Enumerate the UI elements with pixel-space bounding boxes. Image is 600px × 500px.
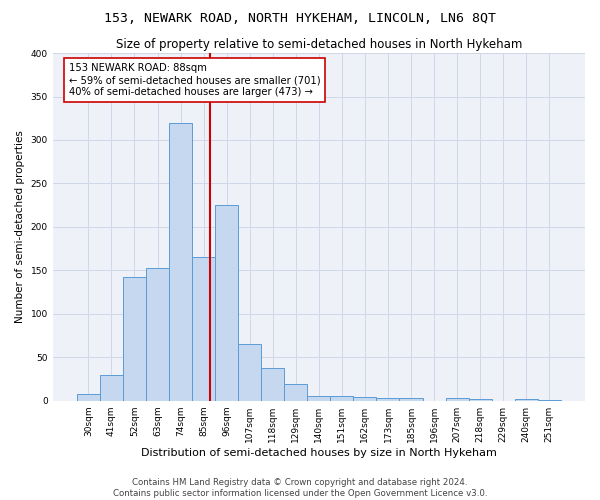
Bar (215, 205, 238, 400)
X-axis label: Distribution of semi-detached houses by size in North Hykeham: Distribution of semi-detached houses by … (141, 448, 497, 458)
Bar (400, 398, 422, 400)
Bar (284, 384, 307, 400)
Y-axis label: Number of semi-detached properties: Number of semi-detached properties (15, 130, 25, 324)
Text: 153 NEWARK ROAD: 88sqm
← 59% of semi-detached houses are smaller (701)
40% of se: 153 NEWARK ROAD: 88sqm ← 59% of semi-det… (68, 64, 320, 96)
Text: Contains HM Land Registry data © Crown copyright and database right 2024.
Contai: Contains HM Land Registry data © Crown c… (113, 478, 487, 498)
Bar (100, 374, 123, 400)
Bar (238, 344, 261, 401)
Bar (192, 258, 215, 400)
Bar (515, 399, 538, 400)
Bar (77, 394, 100, 400)
Bar (446, 398, 469, 400)
Bar (123, 278, 146, 400)
Bar (169, 122, 192, 400)
Text: 153, NEWARK ROAD, NORTH HYKEHAM, LINCOLN, LN6 8QT: 153, NEWARK ROAD, NORTH HYKEHAM, LINCOLN… (104, 12, 496, 26)
Bar (261, 368, 284, 400)
Title: Size of property relative to semi-detached houses in North Hykeham: Size of property relative to semi-detach… (116, 38, 522, 51)
Bar (469, 399, 491, 400)
Bar (353, 397, 376, 400)
Bar (376, 398, 400, 400)
Bar (307, 396, 331, 400)
Bar (331, 396, 353, 400)
Bar (146, 268, 169, 400)
